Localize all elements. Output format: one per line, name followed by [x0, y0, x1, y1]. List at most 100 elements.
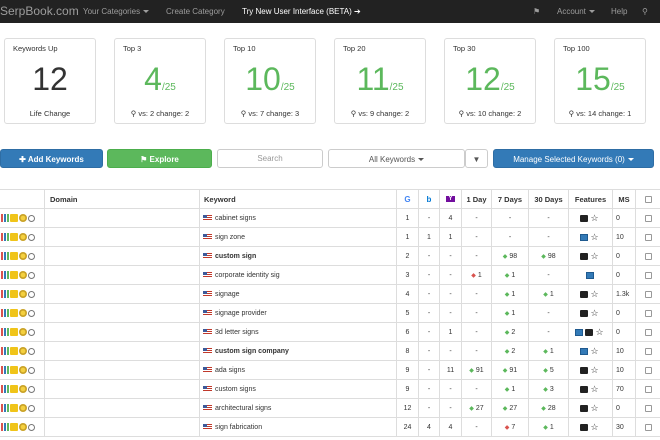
all-keywords-dropdown[interactable]: All Keywords: [328, 149, 465, 168]
col-1day[interactable]: 1 Day: [462, 190, 492, 208]
note-icon[interactable]: [10, 404, 18, 412]
row-select[interactable]: [636, 209, 660, 227]
settings-icon[interactable]: [19, 404, 27, 412]
manage-selected-button[interactable]: Manage Selected Keywords (0): [493, 149, 654, 168]
search-icon[interactable]: [28, 366, 35, 374]
table-row[interactable]: signage provider 5- - - ◆ 1- ☆ 0: [0, 304, 660, 323]
note-icon[interactable]: [10, 385, 18, 393]
search-icon[interactable]: [28, 423, 35, 431]
settings-icon[interactable]: [19, 347, 27, 355]
chart-icon[interactable]: [1, 252, 9, 260]
chart-icon[interactable]: [1, 328, 9, 336]
table-row[interactable]: signage 4- - - ◆ 1 ◆ 1 ☆ 1.3k: [0, 285, 660, 304]
search-icon[interactable]: [28, 233, 35, 241]
row-checkbox[interactable]: [644, 423, 652, 431]
keyword-cell[interactable]: 3d letter signs: [200, 323, 397, 341]
search-icon[interactable]: [28, 271, 35, 279]
search-icon[interactable]: [28, 385, 35, 393]
search-icon[interactable]: [28, 290, 35, 298]
row-checkbox[interactable]: [644, 233, 652, 241]
note-icon[interactable]: [10, 366, 18, 374]
settings-icon[interactable]: [19, 328, 27, 336]
settings-icon[interactable]: [19, 385, 27, 393]
search-icon[interactable]: [28, 309, 35, 317]
chart-icon[interactable]: [1, 347, 9, 355]
col-bing[interactable]: b: [419, 190, 440, 208]
table-row[interactable]: custom sign company 8- - - ◆ 2 ◆ 1 ☆ 10: [0, 342, 660, 361]
search-icon[interactable]: ⚲: [642, 7, 648, 16]
col-ms[interactable]: MS: [613, 190, 636, 208]
row-select[interactable]: [636, 342, 660, 360]
search-icon[interactable]: [28, 347, 35, 355]
flag-icon[interactable]: ⚑: [533, 7, 541, 16]
keyword-cell[interactable]: signage provider: [200, 304, 397, 322]
select-all-checkbox[interactable]: [644, 195, 652, 203]
chart-icon[interactable]: [1, 271, 9, 279]
col-google[interactable]: G: [397, 190, 419, 208]
row-select[interactable]: [636, 418, 660, 436]
row-select[interactable]: [636, 399, 660, 417]
table-row[interactable]: sign zone 1 1 1- - - ☆ 10: [0, 228, 660, 247]
settings-icon[interactable]: [19, 252, 27, 260]
note-icon[interactable]: [10, 214, 18, 222]
chart-icon[interactable]: [1, 214, 9, 222]
col-features[interactable]: Features: [569, 190, 613, 208]
note-icon[interactable]: [10, 233, 18, 241]
col-yahoo[interactable]: Y: [440, 190, 462, 208]
settings-icon[interactable]: [19, 309, 27, 317]
keyword-cell[interactable]: sign zone: [200, 228, 397, 246]
keyword-cell[interactable]: cabinet signs: [200, 209, 397, 227]
explore-button[interactable]: ⚑ Explore: [107, 149, 212, 168]
note-icon[interactable]: [10, 309, 18, 317]
row-checkbox[interactable]: [644, 252, 652, 260]
table-row[interactable]: sign fabrication 24 4 4- ◆ 7 ◆ 1 ☆ 30: [0, 418, 660, 437]
keyword-cell[interactable]: signage: [200, 285, 397, 303]
table-row[interactable]: cabinet signs 1-4- - - ☆ 0: [0, 209, 660, 228]
row-select[interactable]: [636, 285, 660, 303]
table-row[interactable]: custom signs 9- - - ◆ 1 ◆ 3 ☆ 70: [0, 380, 660, 399]
row-select[interactable]: [636, 361, 660, 379]
settings-icon[interactable]: [19, 271, 27, 279]
row-checkbox[interactable]: [644, 366, 652, 374]
table-row[interactable]: custom sign 2- - - ◆ 98 ◆ 98 ☆ 0: [0, 247, 660, 266]
keyword-cell[interactable]: custom sign: [200, 247, 397, 265]
chart-icon[interactable]: [1, 366, 9, 374]
keyword-cell[interactable]: custom sign company: [200, 342, 397, 360]
row-select[interactable]: [636, 247, 660, 265]
note-icon[interactable]: [10, 271, 18, 279]
chart-icon[interactable]: [1, 385, 9, 393]
row-select[interactable]: [636, 380, 660, 398]
row-select[interactable]: [636, 323, 660, 341]
note-icon[interactable]: [10, 252, 18, 260]
add-keywords-button[interactable]: ✚ Add Keywords: [0, 149, 103, 168]
row-select[interactable]: [636, 304, 660, 322]
row-checkbox[interactable]: [644, 271, 652, 279]
search-icon[interactable]: [28, 328, 35, 336]
settings-icon[interactable]: [19, 366, 27, 374]
search-icon[interactable]: [28, 404, 35, 412]
chart-icon[interactable]: [1, 404, 9, 412]
search-icon[interactable]: [28, 214, 35, 222]
table-row[interactable]: architectural signs 12- - ◆ 27 ◆ 27 ◆ 28 ☆ 0: [0, 399, 660, 418]
col-keyword[interactable]: Keyword: [200, 190, 397, 208]
chart-icon[interactable]: [1, 290, 9, 298]
filter-button[interactable]: ▼: [465, 149, 488, 168]
row-checkbox[interactable]: [644, 328, 652, 336]
row-select[interactable]: [636, 228, 660, 246]
keyword-cell[interactable]: architectural signs: [200, 399, 397, 417]
settings-icon[interactable]: [19, 423, 27, 431]
nav-your-categories[interactable]: Your Categories: [83, 7, 150, 16]
table-row[interactable]: ada signs 9-11 ◆ 91 ◆ 91 ◆ 5 ☆ 10: [0, 361, 660, 380]
nav-help[interactable]: Help: [611, 7, 628, 16]
col-domain[interactable]: Domain: [45, 190, 200, 208]
keyword-cell[interactable]: sign fabrication: [200, 418, 397, 436]
nav-create-category[interactable]: Create Category: [166, 7, 225, 16]
settings-icon[interactable]: [19, 290, 27, 298]
search-input[interactable]: [217, 149, 323, 168]
row-select[interactable]: [636, 266, 660, 284]
search-icon[interactable]: [28, 252, 35, 260]
keyword-cell[interactable]: ada signs: [200, 361, 397, 379]
note-icon[interactable]: [10, 328, 18, 336]
settings-icon[interactable]: [19, 233, 27, 241]
chart-icon[interactable]: [1, 423, 9, 431]
